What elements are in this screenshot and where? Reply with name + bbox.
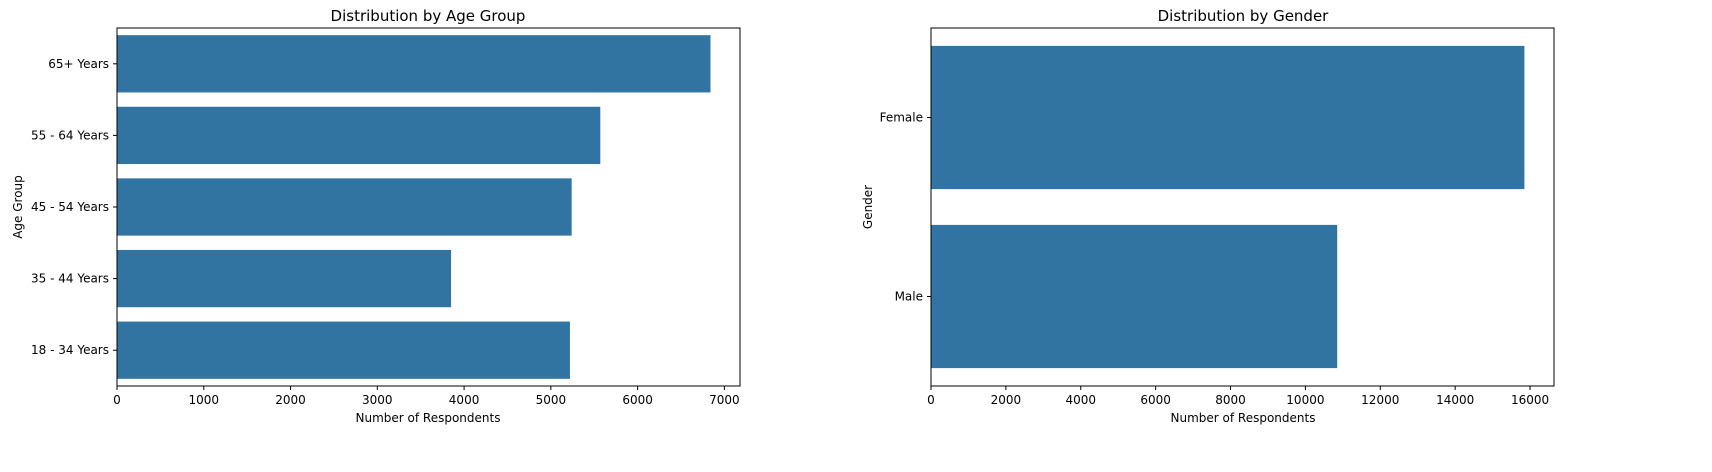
x-tick-label: 2000 bbox=[991, 393, 1022, 407]
y-axis-label: Age Group bbox=[11, 175, 25, 239]
y-ticks: Female Male bbox=[880, 111, 931, 304]
chart-age-group: Distribution by Age Group Number of Resp… bbox=[11, 7, 741, 425]
y-tick-label: 65+ Years bbox=[48, 57, 109, 71]
bar-55-64-years bbox=[117, 106, 601, 165]
bar-65-years bbox=[117, 35, 711, 93]
x-tick-label: 12000 bbox=[1361, 393, 1399, 407]
y-tick-label: 45 - 54 Years bbox=[31, 200, 109, 214]
bar-35-44-years bbox=[117, 249, 452, 308]
chart-gender: Distribution by Gender Number of Respond… bbox=[861, 7, 1555, 425]
x-tick-label: 14000 bbox=[1436, 393, 1474, 407]
x-tick-label: 6000 bbox=[1140, 393, 1171, 407]
x-tick-label: 4000 bbox=[1065, 393, 1096, 407]
bars bbox=[931, 45, 1525, 369]
bar-male bbox=[931, 224, 1338, 369]
x-tick-label: 0 bbox=[927, 393, 935, 407]
x-tick-label: 4000 bbox=[449, 393, 480, 407]
x-tick-label: 16000 bbox=[1511, 393, 1549, 407]
bar-18-34-years bbox=[117, 321, 570, 379]
y-tick-label: 55 - 64 Years bbox=[31, 128, 109, 142]
plot-frame bbox=[116, 27, 741, 387]
bar-female bbox=[931, 45, 1525, 190]
y-ticks: 65+ Years 55 - 64 Years 45 - 54 Years 35 - … bbox=[31, 57, 117, 357]
x-ticks: 0 1000 2000 3000 4000 5000 6000 7000 bbox=[113, 386, 740, 407]
y-tick-label: 35 - 44 Years bbox=[31, 272, 109, 286]
x-tick-label: 0 bbox=[113, 393, 121, 407]
bars bbox=[117, 35, 711, 379]
chart-title: Distribution by Gender bbox=[1158, 7, 1330, 25]
chart-title: Distribution by Age Group bbox=[331, 7, 526, 25]
y-tick-label: 18 - 34 Years bbox=[31, 343, 109, 357]
x-tick-label: 7000 bbox=[709, 393, 740, 407]
x-tick-label: 10000 bbox=[1286, 393, 1324, 407]
x-tick-label: 2000 bbox=[275, 393, 306, 407]
x-tick-label: 5000 bbox=[536, 393, 567, 407]
x-tick-label: 6000 bbox=[622, 393, 653, 407]
x-tick-label: 1000 bbox=[188, 393, 219, 407]
y-tick-label: Female bbox=[880, 111, 923, 125]
x-tick-label: 8000 bbox=[1215, 393, 1246, 407]
x-tick-label: 3000 bbox=[362, 393, 393, 407]
bar-45-54-years bbox=[117, 178, 572, 236]
y-axis-label: Gender bbox=[861, 185, 875, 229]
x-axis-label: Number of Respondents bbox=[1171, 411, 1316, 425]
y-tick-label: Male bbox=[895, 290, 923, 304]
plot-frame bbox=[930, 27, 1555, 387]
x-ticks: 0 2000 4000 6000 8000 10000 12000 14000 16000 bbox=[927, 386, 1549, 407]
x-axis-label: Number of Respondents bbox=[356, 411, 501, 425]
